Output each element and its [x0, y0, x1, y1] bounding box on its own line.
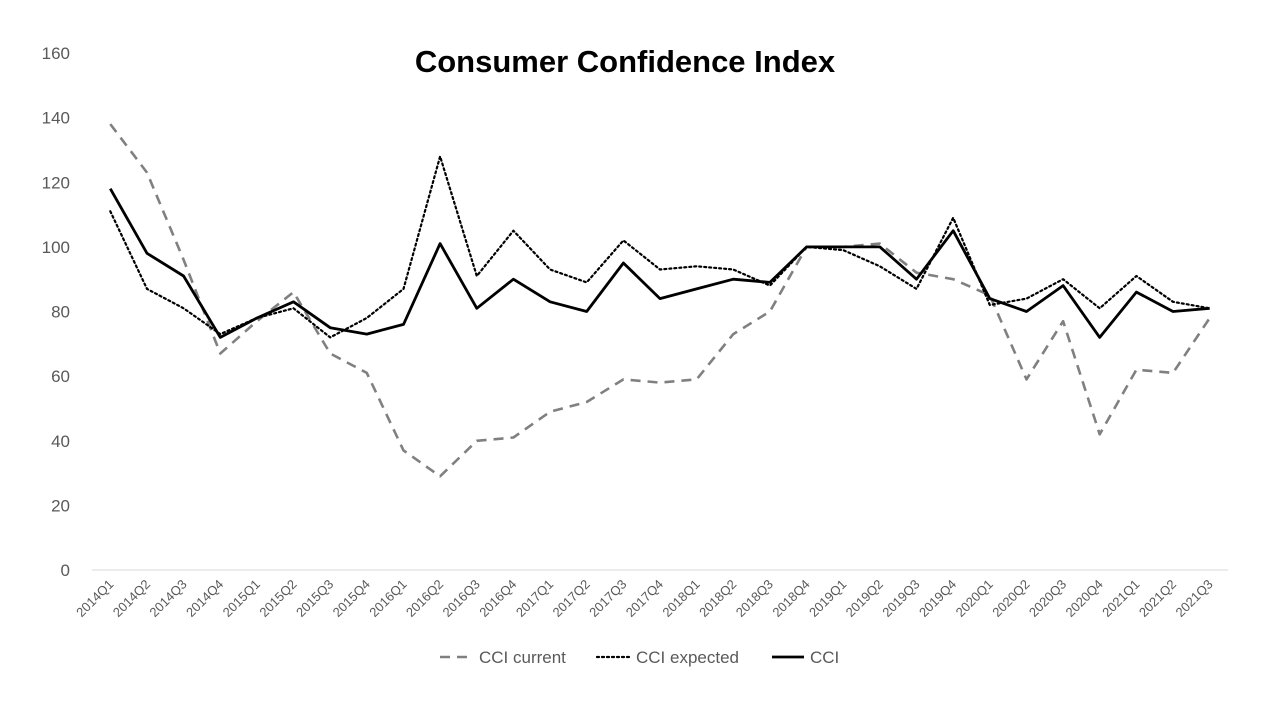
x-tick-label: 2015Q4: [330, 577, 373, 620]
x-tick-label: 2018Q2: [696, 577, 739, 620]
y-tick-label: 20: [51, 496, 70, 515]
x-tick-label: 2018Q4: [769, 577, 812, 620]
y-tick-label: 40: [51, 432, 70, 451]
series-line-cci: [109, 188, 1210, 339]
y-tick-label: 100: [42, 238, 70, 257]
x-tick-label: 2019Q1: [806, 577, 849, 620]
x-tick-label: 2018Q1: [659, 577, 702, 620]
legend-label: CCI expected: [636, 648, 739, 667]
x-tick-label: 2017Q3: [586, 577, 629, 620]
x-tick-label: 2021Q1: [1099, 577, 1142, 620]
series-group: [109, 123, 1211, 478]
x-tick-label: 2015Q3: [293, 577, 336, 620]
x-tick-label: 2014Q2: [110, 577, 153, 620]
y-tick-label: 160: [42, 44, 70, 63]
x-tick-label: 2016Q1: [366, 577, 409, 620]
x-tick-label: 2016Q2: [403, 577, 446, 620]
x-tick-label: 2021Q3: [1172, 577, 1215, 620]
legend: CCI current CCI expected CCI: [440, 648, 839, 667]
x-tick-label: 2017Q4: [623, 577, 666, 620]
legend-label: CCI current: [479, 648, 566, 667]
x-tick-label: 2016Q4: [476, 577, 519, 620]
x-tick-label: 2017Q2: [550, 577, 593, 620]
x-tick-label: 2019Q4: [916, 577, 959, 620]
y-tick-label: 80: [51, 303, 70, 322]
x-tick-label: 2019Q2: [843, 577, 886, 620]
x-tick-label: 2014Q1: [73, 577, 116, 620]
y-tick-label: 140: [42, 109, 70, 128]
x-tick-label: 2015Q1: [220, 577, 263, 620]
legend-label: CCI: [810, 648, 839, 667]
x-tick-label: 2015Q2: [256, 577, 299, 620]
x-tick-label: 2016Q3: [440, 577, 483, 620]
x-axis: 2014Q12014Q22014Q32014Q42015Q12015Q22015…: [73, 577, 1216, 620]
x-tick-label: 2019Q3: [879, 577, 922, 620]
y-tick-label: 0: [61, 561, 70, 580]
x-tick-label: 2014Q4: [183, 577, 226, 620]
x-tick-label: 2018Q3: [733, 577, 776, 620]
x-tick-label: 2020Q1: [953, 577, 996, 620]
series-line-cci-current: [109, 123, 1211, 478]
y-tick-label: 120: [42, 173, 70, 192]
x-tick-label: 2020Q3: [1026, 577, 1069, 620]
y-axis: 0 20 40 60 80 100 120 140 160: [42, 44, 70, 580]
series-line-cci-expected: [109, 155, 1211, 339]
x-tick-label: 2014Q3: [146, 577, 189, 620]
x-tick-label: 2020Q2: [989, 577, 1032, 620]
x-tick-label: 2021Q2: [1136, 577, 1179, 620]
x-tick-label: 2017Q1: [513, 577, 556, 620]
y-tick-label: 60: [51, 367, 70, 386]
x-tick-label: 2020Q4: [1063, 577, 1106, 620]
chart-title: Consumer Confidence Index: [415, 44, 836, 79]
